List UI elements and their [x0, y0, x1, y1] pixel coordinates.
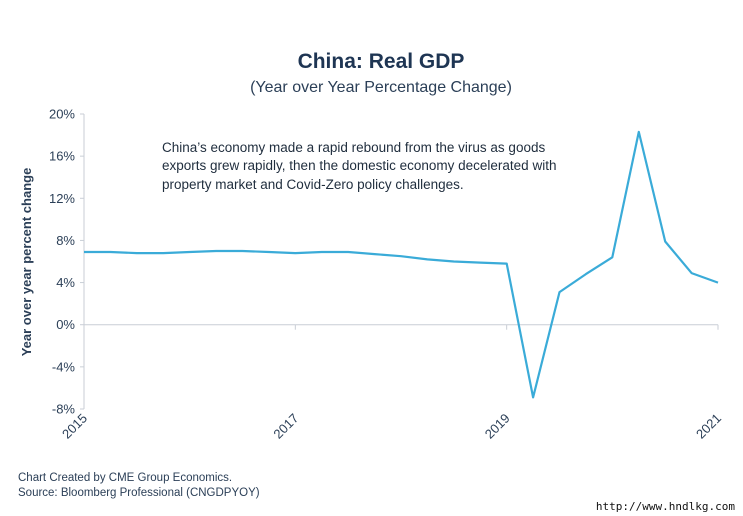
- source-text: Source: Bloomberg Professional (CNGDPYOY…: [18, 487, 260, 499]
- y-tick-label: -4%: [52, 359, 76, 374]
- chart-title: China: Real GDP: [298, 50, 465, 73]
- y-axis-label: Year over year percent change: [19, 168, 34, 357]
- chart-subtitle: (Year over Year Percentage Change): [250, 79, 512, 96]
- watermark: http://www.hndlkg.com: [595, 500, 735, 513]
- y-tick-label: 0%: [56, 317, 75, 332]
- y-tick-label: -8%: [52, 402, 76, 417]
- annotation-line: property market and Covid-Zero policy ch…: [162, 177, 464, 192]
- y-tick-label: 12%: [49, 191, 75, 206]
- y-tick-label: 4%: [56, 275, 75, 290]
- x-tick-label: 2021: [693, 411, 724, 442]
- credit-text: Chart Created by CME Group Economics.: [18, 472, 233, 484]
- series-layer: [84, 130, 719, 399]
- gdp-series-line: [84, 130, 719, 399]
- y-tick-label: 20%: [49, 107, 75, 122]
- annotation: China’s economy made a rapid rebound fro…: [162, 140, 556, 192]
- x-tick-label: 2019: [482, 411, 513, 442]
- gdp-chart: China: Real GDP (Year over Year Percenta…: [19, 50, 724, 442]
- axes: -8%-4%0%4%8%12%16%20%2015 2017 2019 2021: [49, 107, 724, 442]
- annotation-line: exports grew rapidly, then the domestic …: [162, 158, 556, 173]
- y-tick-label: 8%: [56, 233, 75, 248]
- annotation-line: China’s economy made a rapid rebound fro…: [162, 140, 545, 155]
- y-tick-label: 16%: [49, 149, 75, 164]
- x-tick-label: 2017: [270, 411, 301, 442]
